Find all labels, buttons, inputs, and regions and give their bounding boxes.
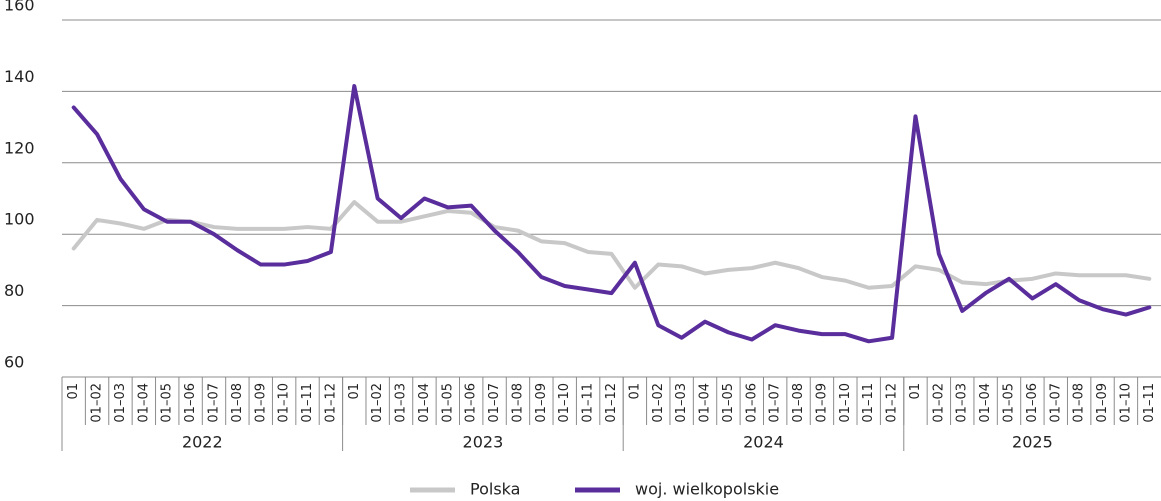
x-tick-label: 01–09 — [814, 383, 829, 423]
x-tick-label: 01–08 — [1072, 383, 1087, 423]
x-tick-label: 01–10 — [557, 383, 572, 423]
x-tick-label: 01–06 — [183, 383, 198, 423]
y-tick-label: 60 — [4, 353, 24, 372]
x-tick-label: 01–02 — [90, 383, 105, 423]
y-tick-label: 140 — [4, 67, 35, 86]
x-tick-label: 01–05 — [721, 383, 736, 423]
legend-label: Polska — [470, 480, 520, 499]
x-tick-label: 01 — [66, 383, 81, 400]
x-tick-label: 01–11 — [581, 383, 596, 423]
x-tick-label: 01–11 — [1142, 383, 1157, 423]
y-tick-label: 100 — [4, 210, 35, 229]
x-tick-label: 01–05 — [160, 383, 175, 423]
x-tick-label: 01 — [908, 383, 923, 400]
x-tick-label: 01–10 — [838, 383, 853, 423]
x-tick-label: 01–04 — [978, 383, 993, 423]
x-tick-label: 01–02 — [931, 383, 946, 423]
x-tick-label: 01–07 — [768, 383, 783, 423]
x-tick-label: 01–05 — [1002, 383, 1017, 423]
x-group-label: 2025 — [1012, 433, 1053, 452]
x-tick-label: 01–12 — [604, 383, 619, 423]
x-tick-label: 01–05 — [440, 383, 455, 423]
x-group-label: 2023 — [463, 433, 504, 452]
x-tick-label: 01–10 — [277, 383, 292, 423]
x-tick-label: 01–06 — [1025, 383, 1040, 423]
x-tick-label: 01–07 — [487, 383, 502, 423]
x-tick-label: 01–03 — [394, 383, 409, 423]
x-tick-label: 01–07 — [206, 383, 221, 423]
x-tick-label: 01–06 — [464, 383, 479, 423]
series-line — [71, 200, 1152, 290]
x-tick-label: 01–04 — [698, 383, 713, 423]
y-tick-label: 120 — [4, 138, 35, 157]
x-tick-label: 01–09 — [1095, 383, 1110, 423]
x-tick-label: 01–08 — [791, 383, 806, 423]
x-tick-label: 01–12 — [323, 383, 338, 423]
legend-label: woj. wielkopolskie — [635, 480, 779, 499]
x-tick-label: 01–12 — [885, 383, 900, 423]
x-tick-label: 01–11 — [861, 383, 876, 423]
y-tick-label: 80 — [4, 281, 24, 300]
x-tick-label: 01–09 — [534, 383, 549, 423]
x-tick-label: 01–06 — [744, 383, 759, 423]
x-tick-label: 01–03 — [955, 383, 970, 423]
x-tick-label: 01–08 — [230, 383, 245, 423]
x-tick-label: 01–11 — [300, 383, 315, 423]
x-tick-label: 01–03 — [674, 383, 689, 423]
x-tick-label: 01–03 — [113, 383, 128, 423]
x-tick-label: 01–02 — [370, 383, 385, 423]
x-tick-label: 01–04 — [417, 383, 432, 423]
x-group-label: 2024 — [743, 433, 784, 452]
x-tick-label: 01–04 — [136, 383, 151, 423]
y-tick-label: 160 — [4, 0, 35, 15]
x-group-label: 2022 — [182, 433, 223, 452]
x-tick-label: 01–10 — [1118, 383, 1133, 423]
x-tick-label: 01–02 — [651, 383, 666, 423]
x-tick-label: 01–08 — [510, 383, 525, 423]
x-tick-label: 01–09 — [253, 383, 268, 423]
series-line — [71, 84, 1152, 344]
x-tick-label: 01 — [627, 383, 642, 400]
x-tick-label: 01–07 — [1048, 383, 1063, 423]
x-tick-label: 01 — [347, 383, 362, 400]
